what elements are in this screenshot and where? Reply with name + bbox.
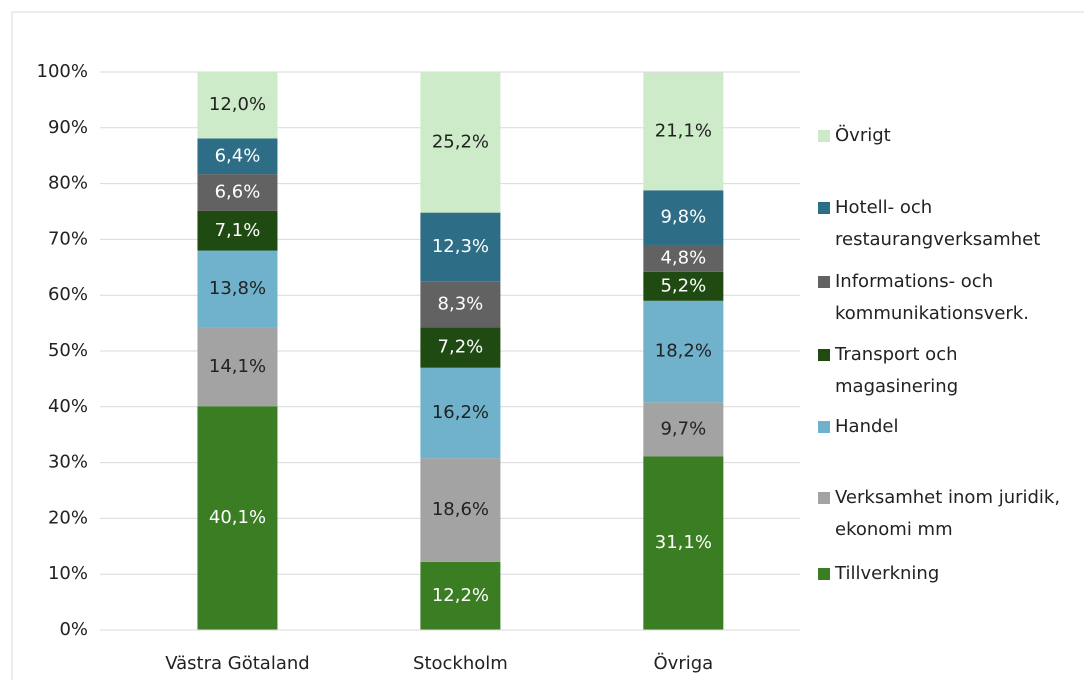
bar-segment bbox=[643, 244, 724, 272]
value-label: 18,6% bbox=[432, 499, 489, 520]
y-tick-label: 60% bbox=[48, 284, 88, 305]
value-label: 21,1% bbox=[655, 120, 712, 141]
bar-segment bbox=[420, 367, 501, 459]
y-tick-label: 50% bbox=[48, 340, 88, 361]
legend-item: Informations- och kommunikationsverk. bbox=[818, 266, 1068, 330]
bar-segment bbox=[643, 72, 724, 191]
value-label: 25,2% bbox=[432, 131, 489, 152]
y-tick-label: 40% bbox=[48, 396, 88, 417]
value-label: 6,6% bbox=[215, 182, 261, 203]
legend-label: Handel bbox=[835, 416, 899, 437]
legend-swatch bbox=[818, 202, 830, 214]
legend-item: Transport och magasinering bbox=[818, 339, 1068, 403]
value-label: 40,1% bbox=[209, 507, 266, 528]
legend-item: Verksamhet inom juridik, ekonomi mm bbox=[818, 482, 1068, 546]
legend-swatch bbox=[818, 276, 830, 288]
value-label: 7,2% bbox=[438, 337, 484, 358]
value-label: 12,2% bbox=[432, 585, 489, 606]
value-label: 7,1% bbox=[215, 220, 261, 241]
bar-segment bbox=[643, 271, 724, 301]
legend-label: Informations- och kommunikationsverk. bbox=[835, 271, 1029, 324]
bar-segment bbox=[643, 190, 724, 245]
legend-swatch bbox=[818, 492, 830, 504]
value-label: 12,3% bbox=[432, 236, 489, 257]
bar-segment bbox=[420, 458, 501, 562]
legend-label: Transport och magasinering bbox=[835, 344, 959, 397]
value-label: 9,8% bbox=[660, 207, 706, 228]
legend-item: Övrigt bbox=[818, 120, 1068, 152]
legend-item: Hotell- och restaurangverksamhet bbox=[818, 192, 1068, 256]
legend-swatch bbox=[818, 568, 830, 580]
value-label: 6,4% bbox=[215, 145, 261, 166]
y-tick-label: 0% bbox=[59, 619, 88, 640]
y-tick-label: 70% bbox=[48, 228, 88, 249]
bar-segment bbox=[643, 402, 724, 457]
value-label: 9,7% bbox=[660, 418, 706, 439]
bar-segment bbox=[420, 327, 501, 368]
legend-item: Handel bbox=[818, 411, 1068, 443]
value-label: 8,3% bbox=[438, 293, 484, 314]
x-tick-label: Övriga bbox=[654, 652, 714, 674]
bar-segment bbox=[643, 456, 724, 630]
bar-segment bbox=[197, 138, 278, 175]
value-label: 16,2% bbox=[432, 402, 489, 423]
legend-swatch bbox=[818, 349, 830, 361]
value-label: 4,8% bbox=[660, 247, 706, 268]
legend-label: Hotell- och restaurangverksamhet bbox=[835, 197, 1041, 250]
value-label: 5,2% bbox=[660, 275, 706, 296]
value-label: 18,2% bbox=[655, 341, 712, 362]
y-tick-label: 10% bbox=[48, 563, 88, 584]
legend-label: Övrigt bbox=[835, 125, 891, 146]
bar-segment bbox=[197, 250, 278, 328]
y-tick-label: 20% bbox=[48, 507, 88, 528]
bar-segment bbox=[643, 300, 724, 403]
x-tick-label: Västra Götaland bbox=[165, 653, 309, 674]
bar-segment bbox=[420, 561, 501, 630]
bar-segment bbox=[197, 406, 278, 630]
bar-segment bbox=[197, 71, 278, 139]
bar-segment bbox=[197, 174, 278, 211]
bar-segment bbox=[420, 72, 501, 213]
legend-swatch bbox=[818, 421, 830, 433]
bar-segment bbox=[197, 210, 278, 251]
legend-item: Tillverkning bbox=[818, 558, 1068, 590]
y-tick-label: 80% bbox=[48, 173, 88, 194]
value-label: 31,1% bbox=[655, 532, 712, 553]
y-tick-label: 90% bbox=[48, 117, 88, 138]
bar-segment bbox=[420, 212, 501, 282]
value-label: 13,8% bbox=[209, 278, 266, 299]
legend-swatch bbox=[818, 130, 830, 142]
chart-border bbox=[11, 11, 1084, 680]
value-label: 14,1% bbox=[209, 356, 266, 377]
x-tick-label: Stockholm bbox=[413, 653, 508, 674]
value-label: 12,0% bbox=[209, 94, 266, 115]
y-tick-label: 100% bbox=[37, 61, 88, 82]
legend-label: Verksamhet inom juridik, ekonomi mm bbox=[835, 487, 1061, 540]
y-tick-label: 30% bbox=[48, 452, 88, 473]
bar-segment bbox=[197, 327, 278, 407]
bar-segment bbox=[420, 281, 501, 328]
legend-label: Tillverkning bbox=[835, 563, 940, 584]
